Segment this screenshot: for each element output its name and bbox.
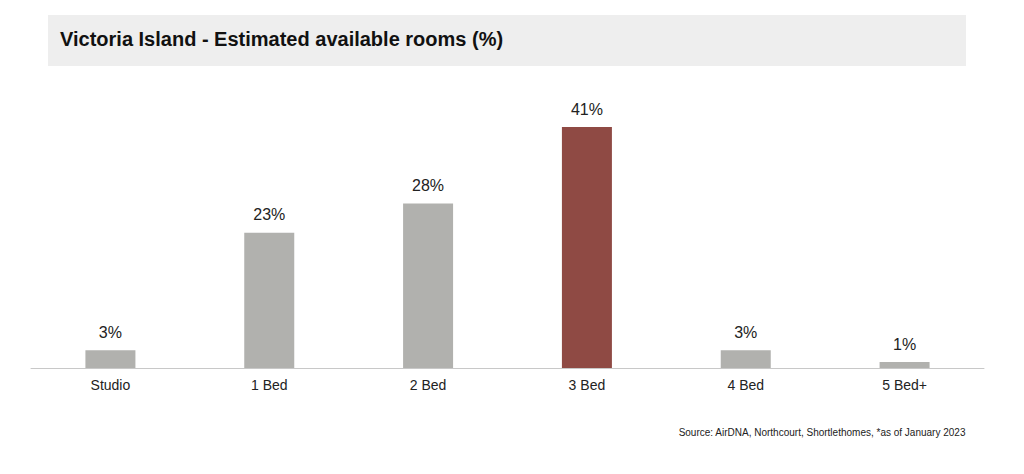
svg-text:3%: 3%: [734, 324, 757, 341]
svg-text:5 Bed+: 5 Bed+: [882, 377, 927, 393]
svg-text:3 Bed: 3 Bed: [569, 377, 606, 393]
svg-text:41%: 41%: [571, 101, 603, 118]
svg-text:1%: 1%: [893, 336, 916, 353]
svg-text:23%: 23%: [253, 206, 285, 223]
svg-text:Studio: Studio: [91, 377, 131, 393]
svg-text:1 Bed: 1 Bed: [251, 377, 288, 393]
svg-text:4 Bed: 4 Bed: [727, 377, 764, 393]
svg-text:28%: 28%: [412, 177, 444, 194]
svg-text:Victoria Island - Estimated av: Victoria Island - Estimated available ro…: [60, 28, 503, 50]
svg-text:2 Bed: 2 Bed: [410, 377, 447, 393]
svg-text:Source: AirDNA, Northcourt, Sh: Source: AirDNA, Northcourt, Shortlethome…: [679, 427, 966, 438]
svg-text:3%: 3%: [99, 324, 122, 341]
